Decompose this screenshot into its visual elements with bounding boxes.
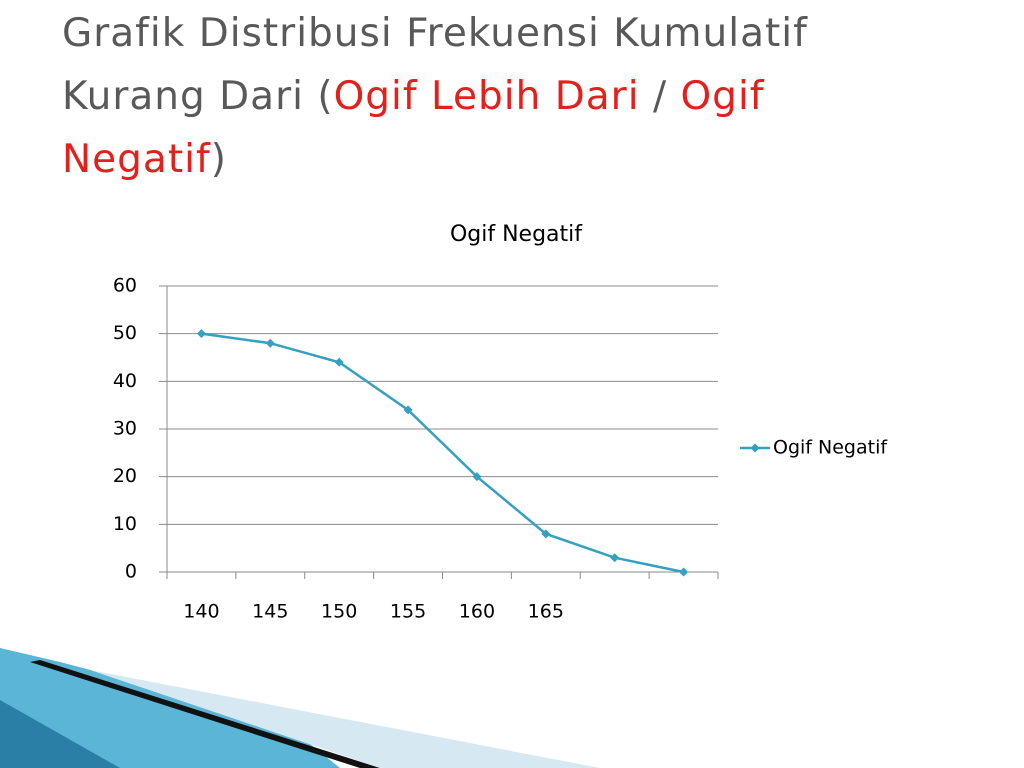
x-tick-label: 165 <box>528 601 564 623</box>
x-tick-label: 150 <box>321 601 357 623</box>
chart-title: Ogif Negatif <box>450 222 583 247</box>
data-point <box>679 567 689 577</box>
y-tick-label: 20 <box>113 465 137 487</box>
series-line <box>201 332 684 574</box>
data-point <box>541 529 551 539</box>
x-tick-label: 160 <box>459 601 495 623</box>
x-tick-label: 140 <box>183 601 219 623</box>
title-part: Ogif Negatif <box>62 74 778 182</box>
title-part: / <box>639 74 681 119</box>
title-part: Ogif Lebih Dari <box>333 74 640 119</box>
y-tick-label: 10 <box>113 513 137 535</box>
y-tick-label: 50 <box>113 322 137 344</box>
data-point <box>334 357 344 367</box>
legend-marker <box>750 443 760 453</box>
data-point <box>265 338 275 348</box>
y-tick-label: 0 <box>125 561 137 583</box>
y-tick-label: 60 <box>113 275 137 297</box>
title-part: ) <box>210 137 227 182</box>
title-part: Grafik Distribusi Frekuensi Kumulatif Ku… <box>62 11 822 119</box>
decoration <box>30 660 380 768</box>
x-tick-label: 145 <box>252 601 288 623</box>
legend-label: Ogif Negatif <box>773 437 888 459</box>
data-point <box>403 405 413 415</box>
slide-title: Grafik Distribusi Frekuensi Kumulatif Ku… <box>62 2 942 191</box>
y-tick-label: 30 <box>113 418 137 440</box>
data-point <box>472 472 482 482</box>
y-tick-label: 40 <box>113 370 137 392</box>
data-point <box>610 553 620 563</box>
decoration <box>90 670 600 768</box>
data-point <box>196 329 206 339</box>
x-tick-label: 155 <box>390 601 426 623</box>
